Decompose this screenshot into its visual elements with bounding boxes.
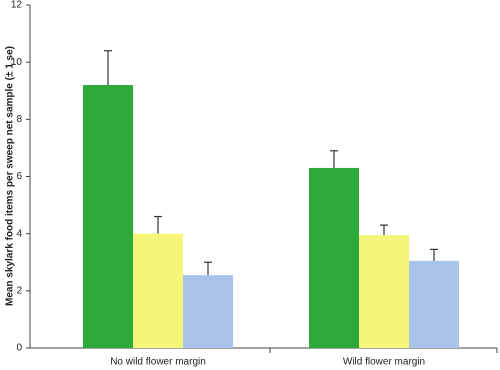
y-tick-label: 0	[16, 343, 22, 354]
x-tick-label: No wild flower margin	[110, 357, 206, 368]
y-tick-label: 4	[16, 228, 22, 239]
y-tick-label: 8	[16, 114, 22, 125]
y-tick-label: 12	[11, 0, 23, 11]
bar	[83, 85, 133, 349]
y-tick-label: 6	[16, 171, 22, 182]
bar	[133, 233, 183, 348]
bar	[359, 235, 409, 348]
y-tick-label: 10	[11, 57, 23, 68]
bar	[309, 167, 359, 348]
y-axis-label: Mean skylark food items per sweep net sa…	[5, 46, 16, 306]
y-tick-label: 2	[16, 285, 22, 296]
bar	[409, 260, 459, 348]
x-tick-label: Wild flower margin	[343, 357, 425, 368]
bar	[183, 275, 233, 348]
